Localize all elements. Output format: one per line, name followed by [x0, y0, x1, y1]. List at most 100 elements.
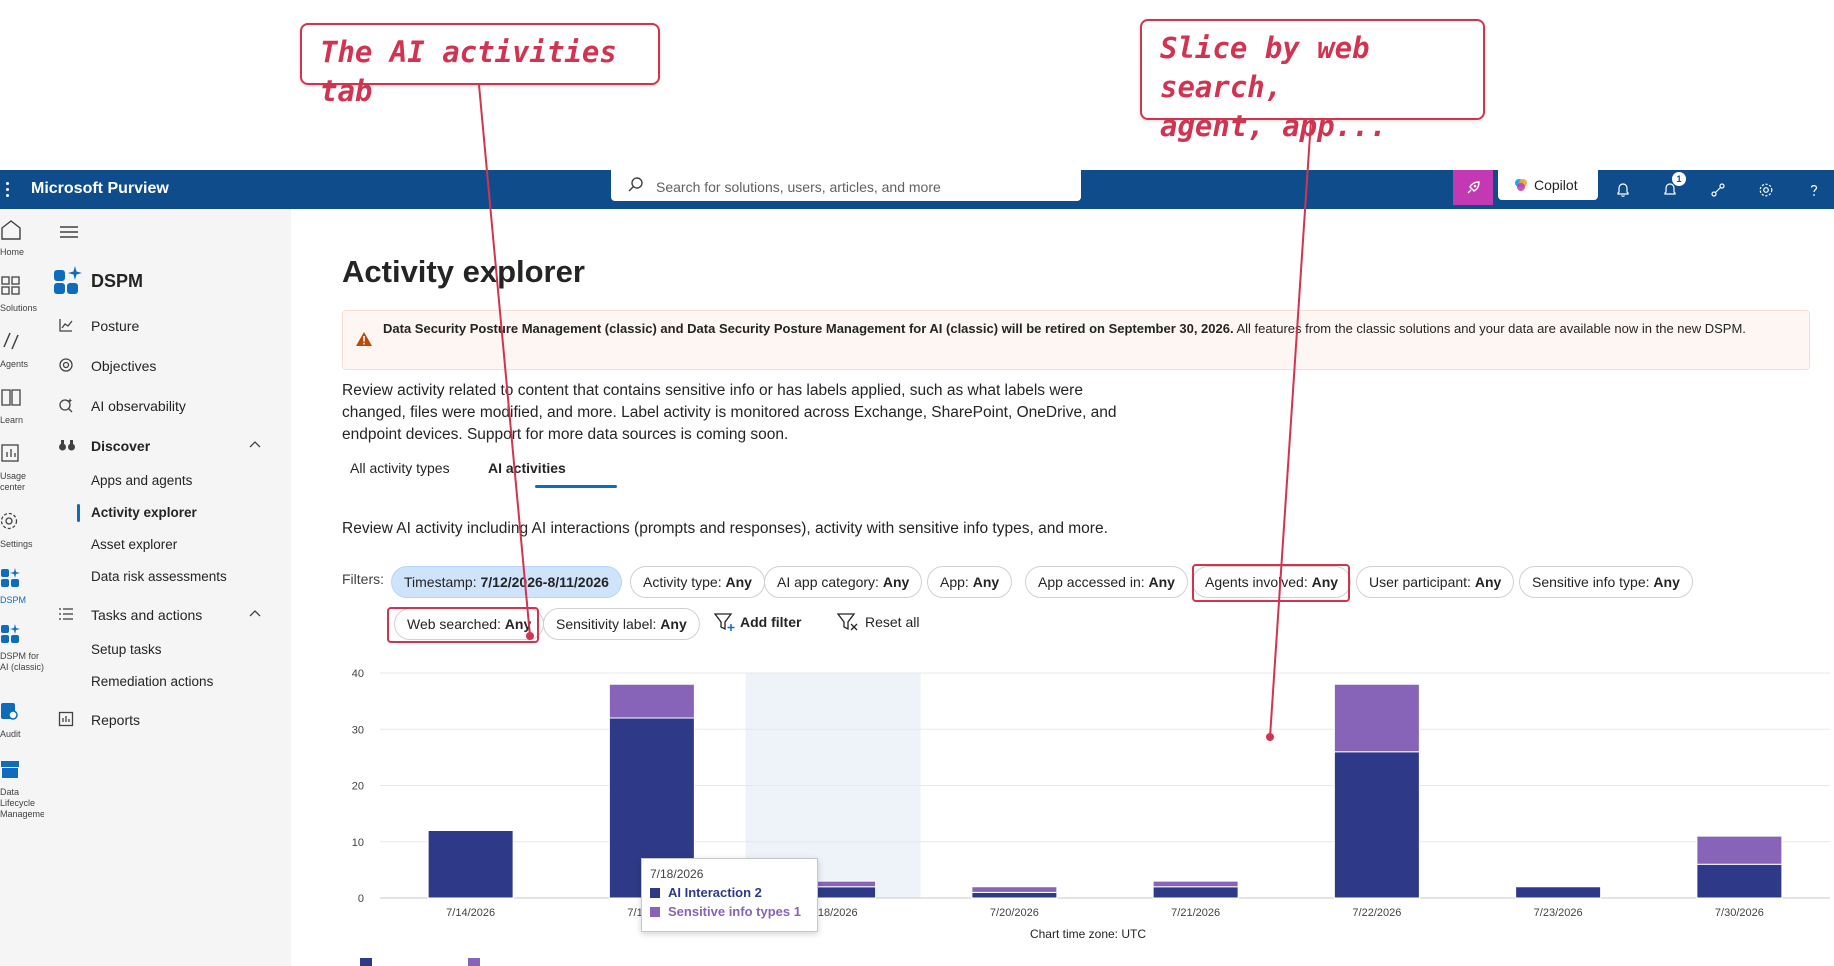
rail-label-audit: Audit — [0, 729, 21, 739]
filter-value: Any — [725, 574, 752, 590]
filter-name: Web searched: — [407, 616, 501, 632]
nav-label-tasks-and-actions: Tasks and actions — [91, 607, 203, 623]
search-icon — [628, 177, 643, 192]
copilot-icon — [1515, 179, 1527, 191]
copilot-button[interactable]: Copilot — [1498, 170, 1598, 200]
callout-slice-line1: Slice by web search, — [1160, 31, 1370, 104]
legend-swatch-sensitive-info — [468, 958, 480, 966]
tooltip-row2-text: Sensitive info types 1 — [668, 904, 801, 919]
annotation-arrow-filters — [1269, 119, 1312, 738]
filter-app-accessed-in[interactable]: App accessed in: Any — [1025, 566, 1188, 598]
callout-slice-line2: agent, app... — [1160, 109, 1387, 143]
nav-label-objectives: Objectives — [91, 358, 157, 374]
page-title: Activity explorer — [342, 254, 585, 289]
x-tick-label: 7/14/2026 — [446, 907, 495, 919]
audit-icon — [1, 703, 18, 720]
objectives-icon — [59, 358, 73, 372]
rail-label-settings: Settings — [0, 539, 33, 549]
megaphone-icon — [1664, 182, 1676, 195]
filter-value: Any — [1148, 574, 1175, 590]
filter-agents-involved[interactable]: Agents involved: Any — [1192, 566, 1352, 598]
highlight-web-searched — [387, 607, 539, 643]
callout-ai-activities-tab: The AI activities tab — [300, 23, 660, 108]
filter-name: Activity type: — [643, 574, 722, 590]
search-placeholder: Search for solutions, users, articles, a… — [656, 179, 941, 195]
chart-timezone-label: Chart time zone: UTC — [1030, 927, 1146, 941]
filter-value: Any — [660, 616, 687, 632]
nav-item-discover[interactable]: Discover — [44, 430, 291, 460]
tooltip-swatch — [650, 907, 660, 917]
tab-ai-activities[interactable]: AI activities — [488, 460, 566, 476]
rail-label-solutions: Solutions — [0, 303, 38, 313]
settings-button[interactable] — [1746, 170, 1786, 209]
dspm-ai-icon — [1, 624, 20, 643]
nav-sub-remediation-actions[interactable]: Remediation actions — [91, 674, 214, 689]
filter-activity-type[interactable]: Activity type: Any — [630, 566, 765, 598]
filter-sensitivity-label[interactable]: Sensitivity label: Any — [543, 608, 700, 640]
connections-icon — [1711, 182, 1725, 197]
reset-all-button[interactable]: Reset all — [836, 612, 919, 632]
x-tick-label: 7/18/2026 — [809, 907, 858, 919]
tooltip-swatch — [650, 888, 660, 898]
bar-sensitive-info-types — [1152, 880, 1239, 888]
bar-ai-interaction — [1333, 751, 1420, 899]
nav-sub-activity-explorer[interactable]: Activity explorer — [91, 505, 197, 520]
bar-ai-interaction — [1152, 886, 1239, 899]
nav-item-tasks-and-actions[interactable]: Tasks and actions — [44, 599, 291, 629]
filter-value: Any — [882, 574, 910, 590]
solutions-icon — [1, 276, 20, 295]
alerts-button[interactable] — [1650, 170, 1690, 209]
nav-item-objectives[interactable]: Objectives — [44, 350, 291, 380]
callout-ai-activities-text: The AI activities tab — [320, 35, 617, 108]
filter-value: Any — [1311, 574, 1339, 590]
rail-label-dspm-ai: DSPM for AI (classic) — [0, 651, 45, 672]
bar-ai-interaction — [1515, 886, 1602, 899]
nav-label-ai-observability: AI observability — [91, 398, 186, 414]
help-icon — [1810, 184, 1818, 196]
nav-sub-data-risk-assessments[interactable]: Data risk assessments — [91, 569, 227, 584]
filters-label: Filters: — [342, 571, 384, 587]
rocket-icon — [1467, 180, 1480, 193]
tasks-list-icon — [59, 608, 73, 620]
gear-icon — [1759, 183, 1773, 196]
nav-sub-asset-explorer[interactable]: Asset explorer — [91, 537, 178, 552]
filter-ai-app-category[interactable]: AI app category: Any — [764, 566, 923, 598]
y-tick-label: 40 — [352, 668, 364, 680]
annotation-arrow-dot — [526, 632, 534, 640]
bar-sensitive-info-types — [1333, 683, 1420, 753]
hamburger-icon[interactable] — [60, 225, 78, 239]
nav-item-posture[interactable]: Posture — [44, 310, 291, 340]
copilot-agent-button[interactable] — [1453, 170, 1493, 205]
filter-app[interactable]: App: Any — [927, 566, 1013, 598]
filter-value: 7/12/2026-8/11/2026 — [480, 574, 609, 590]
nav-item-reports[interactable]: Reports — [44, 704, 291, 734]
nav-sub-apps-and-agents[interactable]: Apps and agents — [91, 473, 193, 488]
tab-selected-underline — [535, 485, 617, 488]
nav-sub-setup-tasks[interactable]: Setup tasks — [91, 642, 162, 657]
notifications-button[interactable] — [1603, 170, 1643, 209]
app-title[interactable]: Microsoft Purview — [31, 180, 169, 197]
search-box[interactable]: Search for solutions, users, articles, a… — [611, 170, 1081, 201]
add-filter-button[interactable]: Add filter — [713, 612, 801, 632]
warning-bold-text: Data Security Posture Management (classi… — [383, 321, 1234, 336]
rail-label-dspm: DSPM — [0, 595, 27, 605]
nav-item-ai-observability[interactable]: AI observability — [44, 390, 291, 420]
filter-sensitive-info-type[interactable]: Sensitive info type: Any — [1519, 566, 1693, 598]
y-tick-label: 30 — [352, 724, 364, 736]
ai-activities-description: Review AI activity including AI interact… — [342, 520, 1108, 537]
app-launcher-icon[interactable] — [0, 170, 14, 209]
tab-all-activity-types[interactable]: All activity types — [350, 460, 450, 476]
usage-center-icon — [1, 444, 19, 462]
help-button[interactable] — [1794, 170, 1834, 209]
filter-user-participant[interactable]: User participant: Any — [1356, 566, 1515, 598]
filter-timestamp[interactable]: Timestamp: 7/12/2026-8/11/2026 — [391, 566, 622, 598]
bar-sensitive-info-types — [608, 683, 695, 719]
filter-add-icon — [713, 613, 735, 631]
x-tick-label: 7/20/2026 — [990, 907, 1039, 919]
tooltip-row-ai-interaction: AI Interaction 2 — [650, 885, 762, 900]
annotation-arrow-tab — [478, 84, 531, 637]
legend-swatch-ai-interaction — [360, 958, 372, 966]
y-tick-label: 0 — [358, 893, 364, 905]
share-button[interactable] — [1698, 170, 1738, 209]
